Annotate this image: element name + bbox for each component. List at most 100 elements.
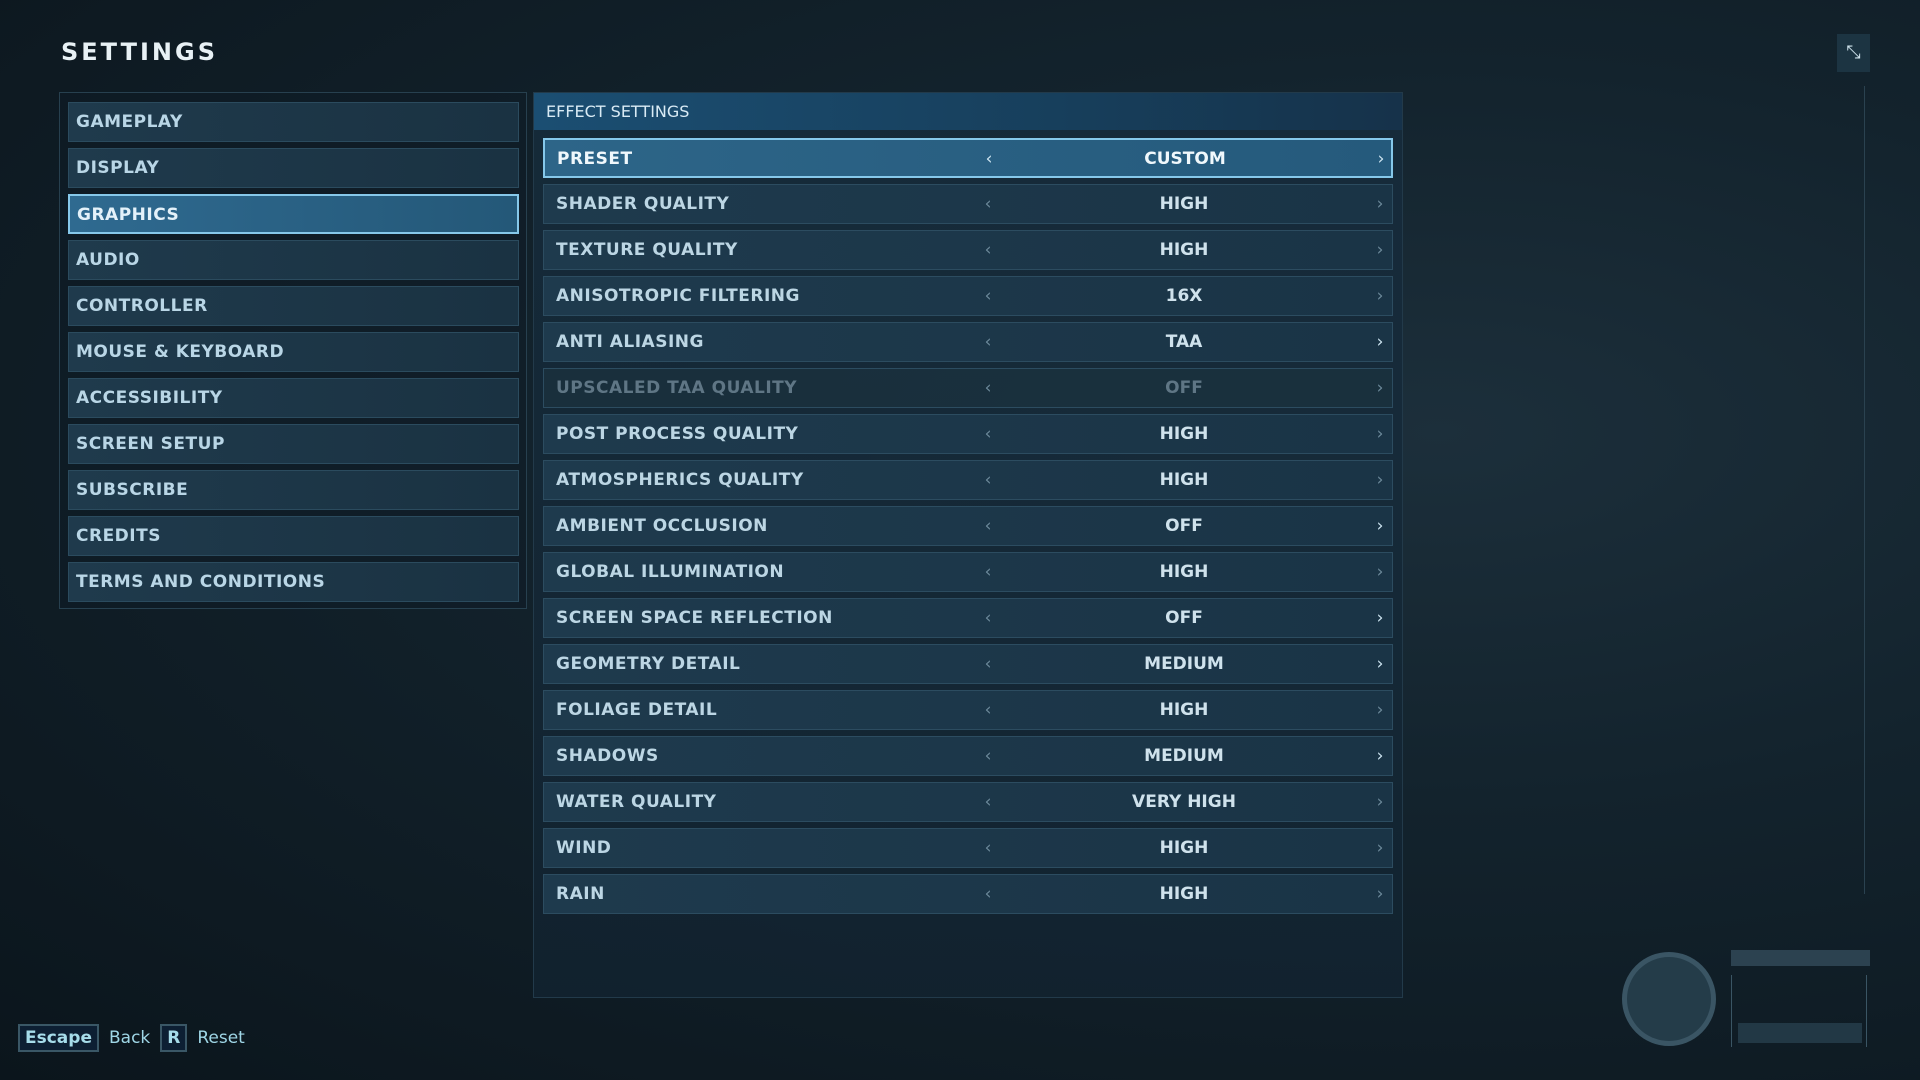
chevron-left-icon[interactable]: ‹ bbox=[984, 286, 992, 306]
setting-value: TAA bbox=[1165, 332, 1203, 352]
setting-row-texture-quality[interactable]: TEXTURE QUALITY ‹ HIGH › bbox=[543, 230, 1393, 270]
decorative-data-panel bbox=[1731, 975, 1867, 1047]
chevron-right-icon[interactable]: › bbox=[1376, 884, 1384, 904]
sidebar-item-controller[interactable]: CONTROLLER bbox=[68, 286, 519, 326]
chevron-left-icon[interactable]: ‹ bbox=[984, 608, 992, 628]
sidebar-item-credits[interactable]: CREDITS bbox=[68, 516, 519, 556]
hint-label-back[interactable]: Back bbox=[108, 1028, 151, 1048]
sidebar-item-graphics[interactable]: GRAPHICS bbox=[68, 194, 519, 234]
sidebar-item-accessibility[interactable]: ACCESSIBILITY bbox=[68, 378, 519, 418]
hint-label-reset[interactable]: Reset bbox=[197, 1028, 245, 1048]
chevron-left-icon[interactable]: ‹ bbox=[984, 194, 992, 214]
setting-row-upscaled-taa-quality[interactable]: UPSCALED TAA QUALITY ‹ OFF › bbox=[543, 368, 1393, 408]
jurassic-world-logo bbox=[1622, 952, 1716, 1046]
setting-row-foliage-detail[interactable]: FOLIAGE DETAIL ‹ HIGH › bbox=[543, 690, 1393, 730]
chevron-right-icon[interactable]: › bbox=[1376, 470, 1384, 490]
setting-value: OFF bbox=[1165, 516, 1203, 536]
setting-row-screen-space-reflection[interactable]: SCREEN SPACE REFLECTION ‹ OFF › bbox=[543, 598, 1393, 638]
chevron-left-icon[interactable]: ‹ bbox=[984, 884, 992, 904]
chevron-right-icon[interactable]: › bbox=[1376, 332, 1384, 352]
chevron-right-icon[interactable]: › bbox=[1376, 746, 1384, 766]
setting-value: MEDIUM bbox=[1144, 746, 1224, 766]
chevron-left-icon[interactable]: ‹ bbox=[984, 654, 992, 674]
setting-label: POST PROCESS QUALITY bbox=[556, 424, 799, 444]
chevron-left-icon[interactable]: ‹ bbox=[984, 470, 992, 490]
setting-value: HIGH bbox=[1159, 470, 1209, 490]
setting-row-wind[interactable]: WIND ‹ HIGH › bbox=[543, 828, 1393, 868]
settings-category-sidebar: GAMEPLAY DISPLAY GRAPHICS AUDIO CONTROLLER MO… bbox=[59, 92, 527, 609]
setting-row-ambient-occlusion[interactable]: AMBIENT OCCLUSION ‹ OFF › bbox=[543, 506, 1393, 546]
chevron-left-icon[interactable]: ‹ bbox=[985, 149, 993, 169]
key-hint-reset[interactable]: R bbox=[160, 1024, 188, 1052]
chevron-left-icon[interactable]: ‹ bbox=[984, 516, 992, 536]
chevron-left-icon[interactable]: ‹ bbox=[984, 838, 992, 858]
chevron-left-icon[interactable]: ‹ bbox=[984, 746, 992, 766]
chevron-right-icon[interactable]: › bbox=[1376, 194, 1384, 214]
collapse-arrows-icon: ⤡ bbox=[1846, 42, 1861, 63]
setting-row-post-process-quality[interactable]: POST PROCESS QUALITY ‹ HIGH › bbox=[543, 414, 1393, 454]
chevron-left-icon[interactable]: ‹ bbox=[984, 562, 992, 582]
setting-value: HIGH bbox=[1159, 194, 1209, 214]
setting-row-water-quality[interactable]: WATER QUALITY ‹ VERY HIGH › bbox=[543, 782, 1393, 822]
setting-value: OFF bbox=[1165, 608, 1203, 628]
setting-row-preset[interactable]: PRESET ‹ CUSTOM › bbox=[543, 138, 1393, 178]
chevron-right-icon[interactable]: › bbox=[1377, 149, 1385, 169]
sidebar-item-mouse-keyboard[interactable]: MOUSE & KEYBOARD bbox=[68, 332, 519, 372]
sidebar-item-gameplay[interactable]: GAMEPLAY bbox=[68, 102, 519, 142]
chevron-left-icon[interactable]: ‹ bbox=[984, 424, 992, 444]
sidebar-item-terms-and-conditions[interactable]: TERMS AND CONDITIONS bbox=[68, 562, 519, 602]
setting-value: HIGH bbox=[1159, 424, 1209, 444]
setting-value: HIGH bbox=[1159, 562, 1209, 582]
setting-label: SCREEN SPACE REFLECTION bbox=[556, 608, 833, 628]
setting-value: HIGH bbox=[1159, 240, 1209, 260]
setting-row-geometry-detail[interactable]: GEOMETRY DETAIL ‹ MEDIUM › bbox=[543, 644, 1393, 684]
setting-label: ATMOSPHERICS QUALITY bbox=[556, 470, 804, 490]
chevron-right-icon[interactable]: › bbox=[1376, 654, 1384, 674]
chevron-left-icon[interactable]: ‹ bbox=[984, 700, 992, 720]
setting-row-atmospherics-quality[interactable]: ATMOSPHERICS QUALITY ‹ HIGH › bbox=[543, 460, 1393, 500]
setting-label: FOLIAGE DETAIL bbox=[556, 700, 718, 720]
setting-row-shader-quality[interactable]: SHADER QUALITY ‹ HIGH › bbox=[543, 184, 1393, 224]
section-header: EFFECT SETTINGS bbox=[534, 93, 1402, 130]
setting-row-anti-aliasing[interactable]: ANTI ALIASING ‹ TAA › bbox=[543, 322, 1393, 362]
sidebar-item-audio[interactable]: AUDIO bbox=[68, 240, 519, 280]
chevron-right-icon[interactable]: › bbox=[1376, 838, 1384, 858]
chevron-right-icon[interactable]: › bbox=[1376, 378, 1384, 398]
setting-label: GEOMETRY DETAIL bbox=[556, 654, 741, 674]
chevron-left-icon[interactable]: ‹ bbox=[984, 240, 992, 260]
sidebar-item-screen-setup[interactable]: SCREEN SETUP bbox=[68, 424, 519, 464]
fullscreen-toggle-button[interactable]: ⤡ bbox=[1837, 34, 1870, 72]
setting-label: WATER QUALITY bbox=[556, 792, 717, 812]
sidebar-item-subscribe[interactable]: SUBSCRIBE bbox=[68, 470, 519, 510]
footer-hints: Escape Back R Reset bbox=[18, 1024, 245, 1052]
setting-label: RAIN bbox=[556, 884, 605, 904]
setting-row-global-illumination[interactable]: GLOBAL ILLUMINATION ‹ HIGH › bbox=[543, 552, 1393, 592]
chevron-right-icon[interactable]: › bbox=[1376, 516, 1384, 536]
setting-label: GLOBAL ILLUMINATION bbox=[556, 562, 785, 582]
chevron-left-icon[interactable]: ‹ bbox=[984, 332, 992, 352]
key-hint-back[interactable]: Escape bbox=[18, 1024, 99, 1052]
chevron-left-icon[interactable]: ‹ bbox=[984, 378, 992, 398]
setting-value: 16X bbox=[1165, 286, 1203, 306]
setting-row-anisotropic-filtering[interactable]: ANISOTROPIC FILTERING ‹ 16X › bbox=[543, 276, 1393, 316]
chevron-left-icon[interactable]: ‹ bbox=[984, 792, 992, 812]
setting-value: MEDIUM bbox=[1144, 654, 1224, 674]
sidebar-item-display[interactable]: DISPLAY bbox=[68, 148, 519, 188]
chevron-right-icon[interactable]: › bbox=[1376, 286, 1384, 306]
chevron-right-icon[interactable]: › bbox=[1376, 424, 1384, 444]
setting-value: CUSTOM bbox=[1144, 149, 1226, 169]
setting-value: HIGH bbox=[1159, 884, 1209, 904]
setting-label: ANISOTROPIC FILTERING bbox=[556, 286, 800, 306]
setting-row-rain[interactable]: RAIN ‹ HIGH › bbox=[543, 874, 1393, 914]
setting-label: ANTI ALIASING bbox=[556, 332, 704, 352]
chevron-right-icon[interactable]: › bbox=[1376, 240, 1384, 260]
chevron-right-icon[interactable]: › bbox=[1376, 700, 1384, 720]
decorative-data-bar bbox=[1731, 950, 1870, 966]
setting-label: SHADOWS bbox=[556, 746, 659, 766]
chevron-right-icon[interactable]: › bbox=[1376, 562, 1384, 582]
chevron-right-icon[interactable]: › bbox=[1376, 792, 1384, 812]
chevron-right-icon[interactable]: › bbox=[1376, 608, 1384, 628]
setting-label: UPSCALED TAA QUALITY bbox=[556, 378, 798, 398]
setting-row-shadows[interactable]: SHADOWS ‹ MEDIUM › bbox=[543, 736, 1393, 776]
setting-label: WIND bbox=[556, 838, 612, 858]
